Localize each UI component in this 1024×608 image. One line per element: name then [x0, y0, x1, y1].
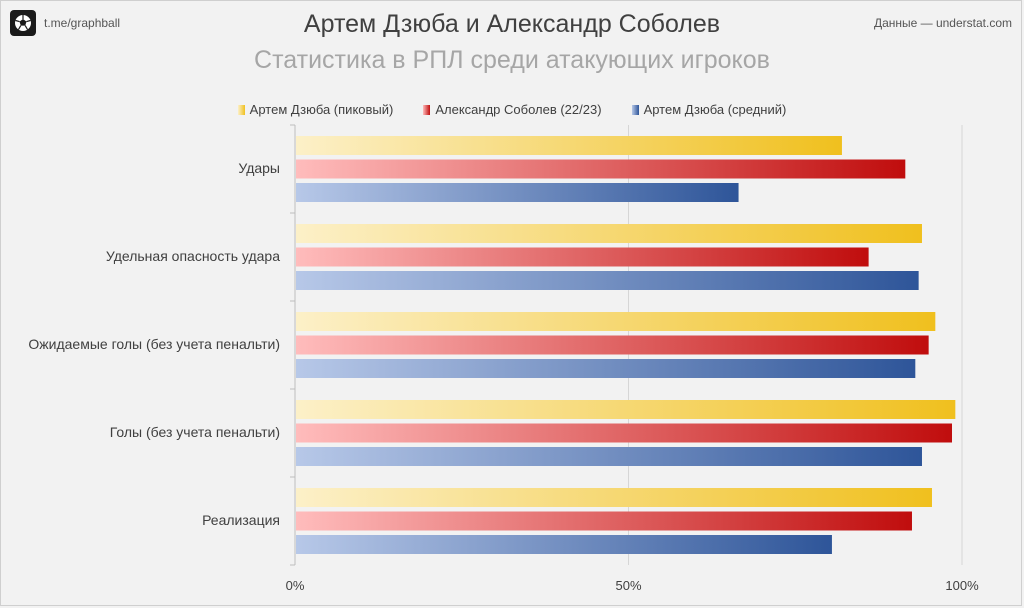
bar-2-0 — [296, 312, 936, 331]
legend-swatch — [423, 104, 431, 115]
legend-label: Артем Дзюба (средний) — [643, 102, 787, 117]
legend-item-sobolev: Александр Соболев (22/23) — [423, 102, 602, 117]
bar-1-1 — [296, 247, 869, 267]
legend: Артем Дзюба (пиковый) Александр Соболев … — [0, 102, 1024, 117]
data-source: Данные — understat.com — [873, 16, 1012, 30]
x-tick-label: 50% — [615, 578, 642, 593]
bar-4-1 — [296, 511, 912, 531]
category-label: Ожидаемые голы (без учета пенальти) — [28, 336, 280, 352]
legend-swatch — [237, 104, 245, 115]
category-label: Удары — [238, 160, 280, 176]
bar-3-1 — [296, 423, 952, 443]
category-label: Удельная опасность удара — [105, 248, 280, 264]
bar-2-1 — [296, 335, 929, 355]
x-tick-label: 100% — [945, 578, 979, 593]
legend-label: Александр Соболев (22/23) — [435, 102, 602, 117]
x-tick-label: 0% — [285, 578, 305, 593]
legend-item-dzyuba-peak: Артем Дзюба (пиковый) — [237, 102, 394, 117]
bar-1-2 — [296, 271, 919, 290]
chart-title: Артем Дзюба и Александр Соболев — [303, 10, 721, 38]
bar-4-2 — [296, 535, 832, 554]
bar-4-0 — [296, 488, 932, 507]
bar-3-2 — [296, 447, 922, 466]
bar-0-1 — [296, 159, 906, 179]
chart-subtitle: Статистика в РПЛ среди атакующих игроков — [254, 46, 770, 74]
bar-0-2 — [296, 183, 739, 202]
telegram-link[interactable]: t.me/graphball — [44, 16, 121, 30]
bar-1-0 — [296, 224, 922, 243]
brand: t.me/graphball — [10, 10, 120, 36]
bar-0-0 — [296, 136, 842, 155]
legend-label: Артем Дзюба (пиковый) — [249, 102, 394, 117]
legend-item-dzyuba-average: Артем Дзюба (средний) — [631, 102, 787, 117]
bar-3-0 — [296, 400, 956, 419]
category-label: Реализация — [202, 512, 280, 528]
football-icon — [10, 10, 36, 36]
legend-swatch — [631, 104, 639, 115]
category-label: Голы (без учета пенальти) — [109, 424, 280, 440]
bar-2-2 — [296, 359, 916, 378]
